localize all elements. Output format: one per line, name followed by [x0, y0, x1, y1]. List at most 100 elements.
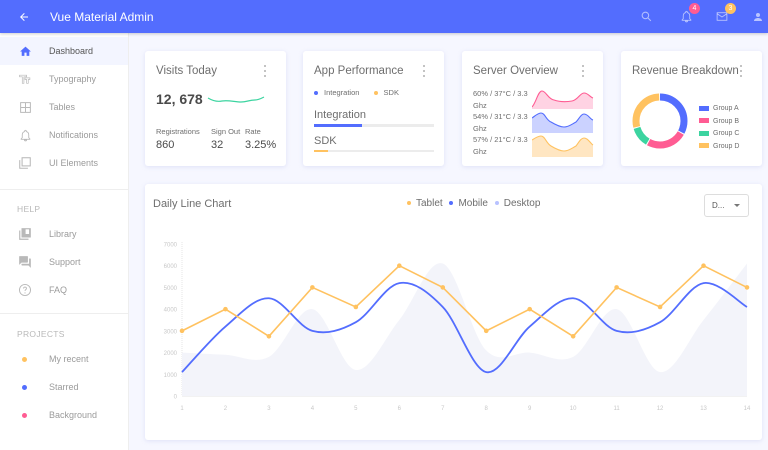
- tablet-data-point[interactable]: [353, 304, 359, 310]
- tablet-data-point[interactable]: [614, 285, 619, 290]
- back-button[interactable]: [16, 9, 32, 25]
- card-menu-button[interactable]: [737, 65, 745, 77]
- sidebar-item-label: Notifications: [49, 130, 99, 140]
- stat-value-sign-out: 32: [211, 139, 224, 151]
- stat-label-rate: Rate: [245, 127, 261, 136]
- x-tick-label: 11: [613, 406, 620, 412]
- text-fields-icon: [18, 72, 32, 86]
- x-tick-label: 6: [398, 406, 402, 412]
- revenue-legend-item: Group B: [699, 116, 739, 129]
- sidebar-item-tables[interactable]: Tables: [0, 93, 128, 121]
- legend-label-desktop: Desktop: [503, 198, 541, 209]
- period-select[interactable]: D...: [704, 194, 749, 217]
- legend-swatch-icon: [699, 143, 709, 149]
- tablet-data-point[interactable]: [266, 333, 272, 339]
- tablet-data-point[interactable]: [570, 333, 576, 339]
- revenue-legend-item: Group A: [699, 103, 739, 116]
- sidebar-item-ui-elements[interactable]: UI Elements: [0, 149, 128, 177]
- performance-legend: Integration SDK: [314, 88, 399, 97]
- search-icon: [641, 11, 651, 22]
- tablet-data-point[interactable]: [744, 285, 750, 290]
- legend-label: Group B: [713, 117, 740, 125]
- visits-today-card: Visits Today 12, 678 Registrations Sign …: [145, 51, 286, 166]
- sidebar-project-starred[interactable]: Starred: [0, 373, 128, 401]
- tablet-data-point[interactable]: [310, 285, 315, 290]
- x-tick-label: 5: [354, 406, 358, 412]
- sidebar-item-label: My recent: [49, 354, 89, 364]
- y-tick-label: 5000: [164, 286, 178, 292]
- tablet-data-point[interactable]: [440, 285, 446, 290]
- sidebar-item-typography[interactable]: Typography: [0, 65, 128, 93]
- sidebar-item-label: Starred: [49, 382, 79, 392]
- card-title: Daily Line Chart: [153, 198, 232, 210]
- server-stat-line: 54% / 31°C / 3.3: [473, 112, 528, 121]
- person-icon: [754, 12, 762, 21]
- tablet-data-point[interactable]: [397, 263, 402, 269]
- card-menu-button[interactable]: [261, 65, 269, 77]
- sidebar-item-label: Support: [49, 257, 81, 267]
- server-overview-card: Server Overview 60% / 37°C / 3.3 Ghz 54%…: [462, 51, 603, 166]
- tablet-data-point[interactable]: [223, 306, 228, 312]
- integration-progress: [314, 124, 434, 127]
- legend-label-mobile: Mobile: [458, 198, 488, 209]
- sidebar-project-background[interactable]: Background: [0, 401, 128, 429]
- sidebar-item-faq[interactable]: FAQ: [0, 276, 128, 304]
- y-tick-label: 2000: [164, 351, 178, 357]
- grid-icon: [18, 100, 32, 114]
- messages-button[interactable]: 3: [712, 2, 736, 27]
- x-tick-label: 2: [224, 406, 228, 412]
- notifications-button[interactable]: 4: [676, 2, 700, 27]
- tablet-data-point[interactable]: [483, 328, 489, 334]
- sidebar-item-label: UI Elements: [49, 158, 99, 168]
- tablet-data-point[interactable]: [527, 306, 532, 312]
- library-icon: [18, 227, 32, 241]
- stat-value-rate: 3.25%: [245, 139, 277, 151]
- x-tick-label: 10: [570, 406, 577, 412]
- legend-label-tablet: Tablet: [416, 198, 443, 209]
- notifications-badge: 4: [689, 2, 700, 14]
- account-button[interactable]: [748, 7, 768, 27]
- project-dot-icon: [22, 356, 27, 362]
- revenue-legend-item: Group D: [699, 141, 739, 154]
- stat-label-registrations: Registrations: [156, 127, 200, 136]
- legend-dot-icon: [494, 201, 499, 206]
- search-button[interactable]: [636, 7, 656, 27]
- sidebar-item-notifications[interactable]: Notifications: [0, 121, 128, 149]
- sidebar-divider: [0, 189, 128, 190]
- card-menu-button[interactable]: [579, 65, 587, 77]
- sidebar-item-library[interactable]: Library: [0, 220, 128, 248]
- project-dot-icon: [22, 384, 27, 390]
- project-dot-icon: [22, 412, 27, 418]
- sidebar-item-label: Typography: [49, 74, 97, 84]
- tablet-data-point[interactable]: [179, 328, 185, 334]
- sidebar-item-support[interactable]: Support: [0, 248, 128, 276]
- help-section-title: HELP: [17, 204, 41, 214]
- bell-outline-icon: [18, 128, 32, 142]
- mail-icon: [716, 12, 728, 21]
- stat-value-registrations: 860: [156, 139, 175, 151]
- bell-icon: [681, 10, 691, 23]
- card-menu-button[interactable]: [420, 65, 428, 77]
- sidebar-item-dashboard[interactable]: Dashboard: [0, 37, 128, 65]
- server-row-1-text: 60% / 37°C / 3.3 Ghz: [473, 88, 528, 112]
- legend-dot-icon: [407, 201, 411, 206]
- server-sparkline-2: [532, 112, 594, 133]
- tablet-data-point[interactable]: [701, 263, 706, 269]
- sidebar-item-label: FAQ: [49, 285, 68, 295]
- tablet-data-point[interactable]: [657, 304, 663, 310]
- sidebar-item-label: Dashboard: [49, 46, 94, 56]
- legend-dot-icon: [373, 91, 378, 96]
- sidebar-project-my-recent[interactable]: My recent: [0, 345, 128, 373]
- forum-icon: [18, 255, 32, 269]
- x-tick-label: 4: [311, 406, 315, 412]
- card-title: Revenue Breakdown: [632, 65, 739, 77]
- server-sparkline-1: [532, 90, 594, 109]
- revenue-donut-chart: [632, 93, 688, 149]
- legend-label-sdk: SDK: [383, 88, 399, 97]
- stat-label-sign-out: Sign Out: [211, 127, 241, 136]
- revenue-breakdown-card: Revenue Breakdown Group A Group B Group …: [621, 51, 762, 166]
- server-stat-line: 60% / 37°C / 3.3: [473, 89, 528, 98]
- revenue-legend-item: Group C: [699, 128, 739, 141]
- daily-chart-legend: Tablet Mobile Desktop: [407, 198, 540, 209]
